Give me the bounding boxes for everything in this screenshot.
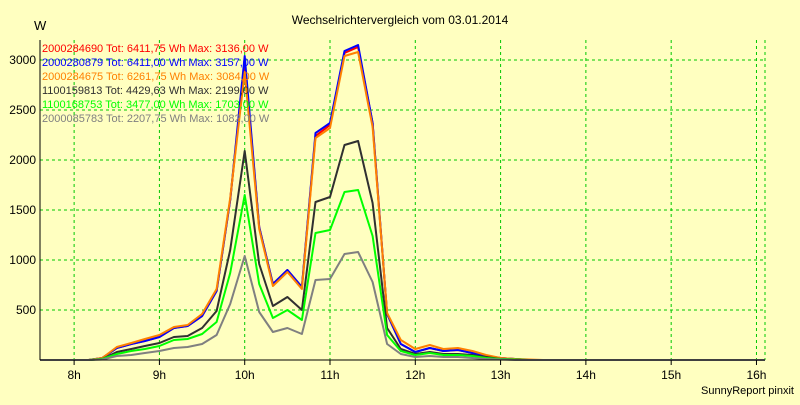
x-tick-label: 15h: [661, 368, 681, 382]
legend-entry-1100159813: 1100159813 Tot: 4429,63 Wh Max: 2199,00 …: [42, 85, 269, 97]
x-tick-label: 11h: [320, 368, 339, 382]
legend-entry-2000085783: 2000085783 Tot: 2207,75 Wh Max: 1082,00 …: [42, 113, 270, 125]
footer-credit: SunnyReport pinxit: [701, 385, 794, 397]
x-tick-label: 10h: [235, 368, 255, 382]
y-tick-label: 2500: [9, 103, 36, 117]
x-tick-label: 14h: [576, 368, 596, 382]
y-tick-label: 1000: [9, 253, 36, 267]
chart-title: Wechselrichtervergleich vom 03.01.2014: [292, 13, 509, 27]
axes: 500 1000 1500 2000 2500 3000 8h 9h 10h 11h 12h 13h 1…: [9, 40, 766, 382]
legend-entry-1100168753: 1100168753 Tot: 3477,00 Wh Max: 1703,00 …: [42, 99, 269, 111]
y-tick-label: 500: [16, 303, 36, 317]
x-tick-label: 13h: [491, 368, 511, 382]
y-axis-unit-label: W: [34, 18, 47, 33]
y-tick-label: 3000: [9, 53, 36, 67]
legend: 2000284690 Tot: 6411,75 Wh Max: 3136,00 …: [42, 43, 270, 125]
grid: [40, 40, 766, 360]
legend-entry-2000280879: 2000280879 Tot: 6411,00 Wh Max: 3157,00 …: [42, 57, 269, 69]
x-tick-label: 16h: [746, 368, 766, 382]
x-tick-label: 8h: [67, 368, 80, 382]
y-tick-label: 2000: [9, 153, 36, 167]
x-tick-label: 12h: [405, 368, 425, 382]
legend-entry-2000284690: 2000284690 Tot: 6411,75 Wh Max: 3136,00 …: [42, 43, 269, 55]
x-tick-label: 9h: [153, 368, 166, 382]
y-tick-label: 1500: [9, 203, 36, 217]
legend-entry-2000284675: 2000284675 Tot: 6261,75 Wh Max: 3084,00 …: [42, 71, 270, 83]
